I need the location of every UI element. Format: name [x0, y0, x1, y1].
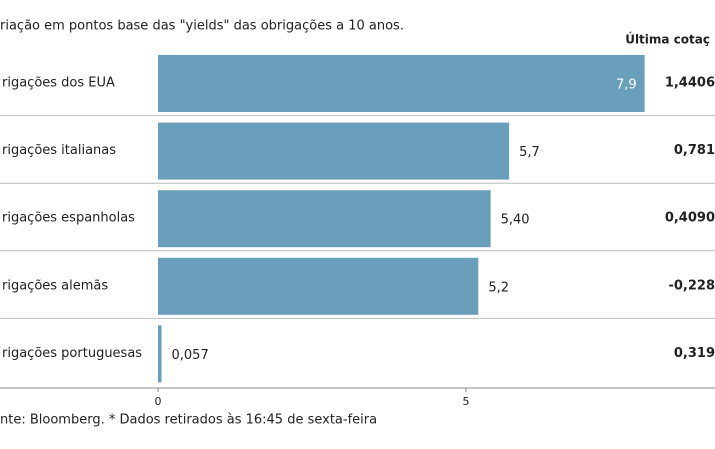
category-label: rigações italianas: [2, 143, 116, 158]
category-label: rigações espanholas: [2, 211, 135, 226]
last-quote: 1,4406: [665, 76, 715, 91]
last-quote: 0,319: [674, 346, 715, 361]
value-label: 5,7: [519, 145, 540, 160]
x-tick-label: 5: [463, 395, 470, 408]
last-quote: 0,781: [674, 143, 715, 158]
chart-title: riação em pontos base das "yields" das o…: [0, 19, 404, 34]
bar: [158, 257, 479, 315]
category-label: rigações portuguesas: [2, 346, 142, 361]
last-quote: 0,4090: [665, 211, 715, 226]
value-label: 5,2: [488, 280, 509, 295]
column-header: Última cotaç: [625, 32, 710, 47]
x-tick-label: 0: [155, 395, 162, 408]
value-label: 0,057: [172, 348, 209, 363]
footer: nte: Bloomberg. * Dados retirados às 16:…: [0, 413, 377, 428]
bar: [158, 122, 510, 180]
last-quote: -0,228: [668, 278, 715, 293]
value-label: 7,9: [616, 78, 637, 93]
bar: [158, 55, 645, 112]
bar: [158, 190, 491, 248]
bar: [158, 325, 162, 383]
category-label: rigações alemãs: [2, 278, 108, 293]
category-label: rigações dos EUA: [2, 76, 115, 91]
value-label: 5,40: [501, 213, 530, 228]
